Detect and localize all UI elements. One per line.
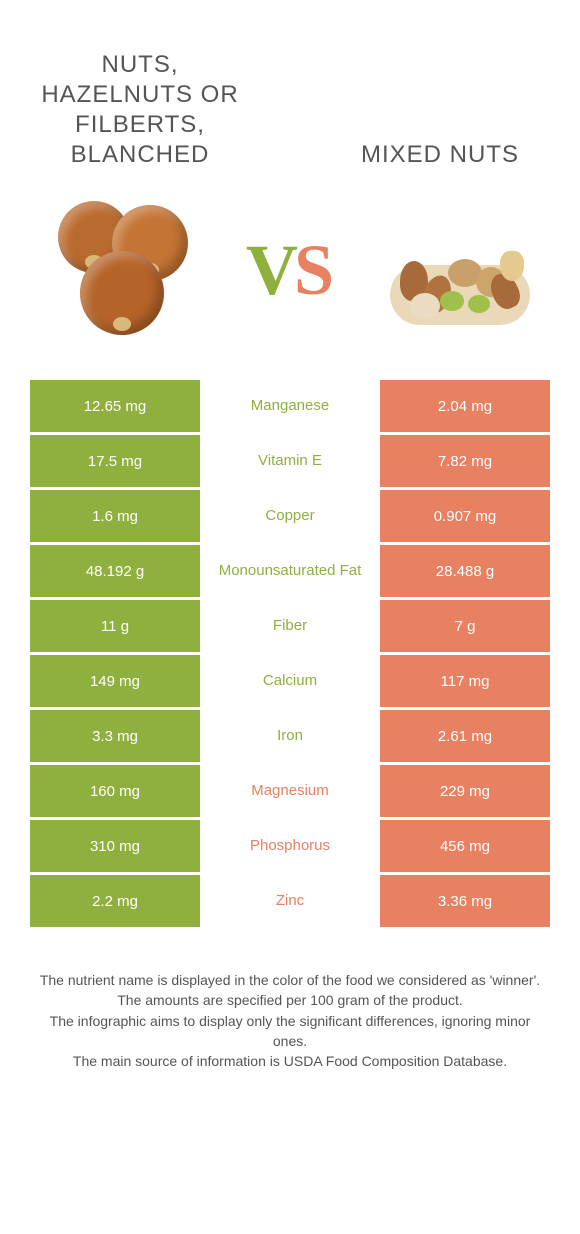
right-food-title: Mixed nuts — [340, 140, 540, 170]
right-value-cell: 229 mg — [380, 765, 550, 817]
left-value-cell: 17.5 mg — [30, 435, 200, 487]
table-row: 1.6 mgCopper0.907 mg — [30, 490, 550, 542]
footer-line: The main source of information is USDA F… — [35, 1051, 545, 1071]
table-row: 12.65 mgManganese2.04 mg — [30, 380, 550, 432]
right-value-cell: 28.488 g — [380, 545, 550, 597]
left-value-cell: 11 g — [30, 600, 200, 652]
nutrient-name-cell: Manganese — [200, 380, 380, 432]
right-value-cell: 117 mg — [380, 655, 550, 707]
footer-notes: The nutrient name is displayed in the co… — [0, 930, 580, 1071]
table-row: 310 mgPhosphorus456 mg — [30, 820, 550, 872]
left-value-cell: 1.6 mg — [30, 490, 200, 542]
right-value-cell: 7.82 mg — [380, 435, 550, 487]
left-value-cell: 12.65 mg — [30, 380, 200, 432]
left-value-cell: 48.192 g — [30, 545, 200, 597]
right-value-cell: 456 mg — [380, 820, 550, 872]
left-food-title: Nuts, hazelnuts or filberts, blanched — [40, 50, 240, 170]
table-row: 160 mgMagnesium229 mg — [30, 765, 550, 817]
left-value-cell: 149 mg — [30, 655, 200, 707]
right-value-cell: 3.36 mg — [380, 875, 550, 927]
left-value-cell: 2.2 mg — [30, 875, 200, 927]
nutrient-name-cell: Phosphorus — [200, 820, 380, 872]
table-row: 48.192 gMonounsaturated Fat28.488 g — [30, 545, 550, 597]
nutrient-name-cell: Vitamin E — [200, 435, 380, 487]
table-row: 2.2 mgZinc3.36 mg — [30, 875, 550, 927]
vs-label: V S — [246, 229, 334, 312]
nutrient-name-cell: Iron — [200, 710, 380, 762]
nutrient-name-cell: Zinc — [200, 875, 380, 927]
footer-line: The infographic aims to display only the… — [35, 1011, 545, 1052]
table-row: 17.5 mgVitamin E7.82 mg — [30, 435, 550, 487]
nutrient-name-cell: Copper — [200, 490, 380, 542]
hazelnuts-image — [40, 195, 200, 345]
left-value-cell: 310 mg — [30, 820, 200, 872]
mixed-nuts-image — [380, 195, 540, 345]
table-row: 11 gFiber7 g — [30, 600, 550, 652]
nutrient-name-cell: Magnesium — [200, 765, 380, 817]
vs-s-letter: S — [294, 229, 334, 312]
images-row: V S — [0, 170, 580, 380]
footer-line: The amounts are specified per 100 gram o… — [35, 990, 545, 1010]
nutrient-name-cell: Monounsaturated Fat — [200, 545, 380, 597]
right-value-cell: 2.04 mg — [380, 380, 550, 432]
comparison-table: 12.65 mgManganese2.04 mg17.5 mgVitamin E… — [0, 380, 580, 927]
header: Nuts, hazelnuts or filberts, blanched Mi… — [0, 0, 580, 170]
right-value-cell: 2.61 mg — [380, 710, 550, 762]
right-value-cell: 0.907 mg — [380, 490, 550, 542]
table-row: 3.3 mgIron2.61 mg — [30, 710, 550, 762]
nutrient-name-cell: Fiber — [200, 600, 380, 652]
nutrient-name-cell: Calcium — [200, 655, 380, 707]
right-value-cell: 7 g — [380, 600, 550, 652]
footer-line: The nutrient name is displayed in the co… — [35, 970, 545, 990]
left-value-cell: 160 mg — [30, 765, 200, 817]
table-row: 149 mgCalcium117 mg — [30, 655, 550, 707]
vs-v-letter: V — [246, 229, 298, 312]
left-value-cell: 3.3 mg — [30, 710, 200, 762]
